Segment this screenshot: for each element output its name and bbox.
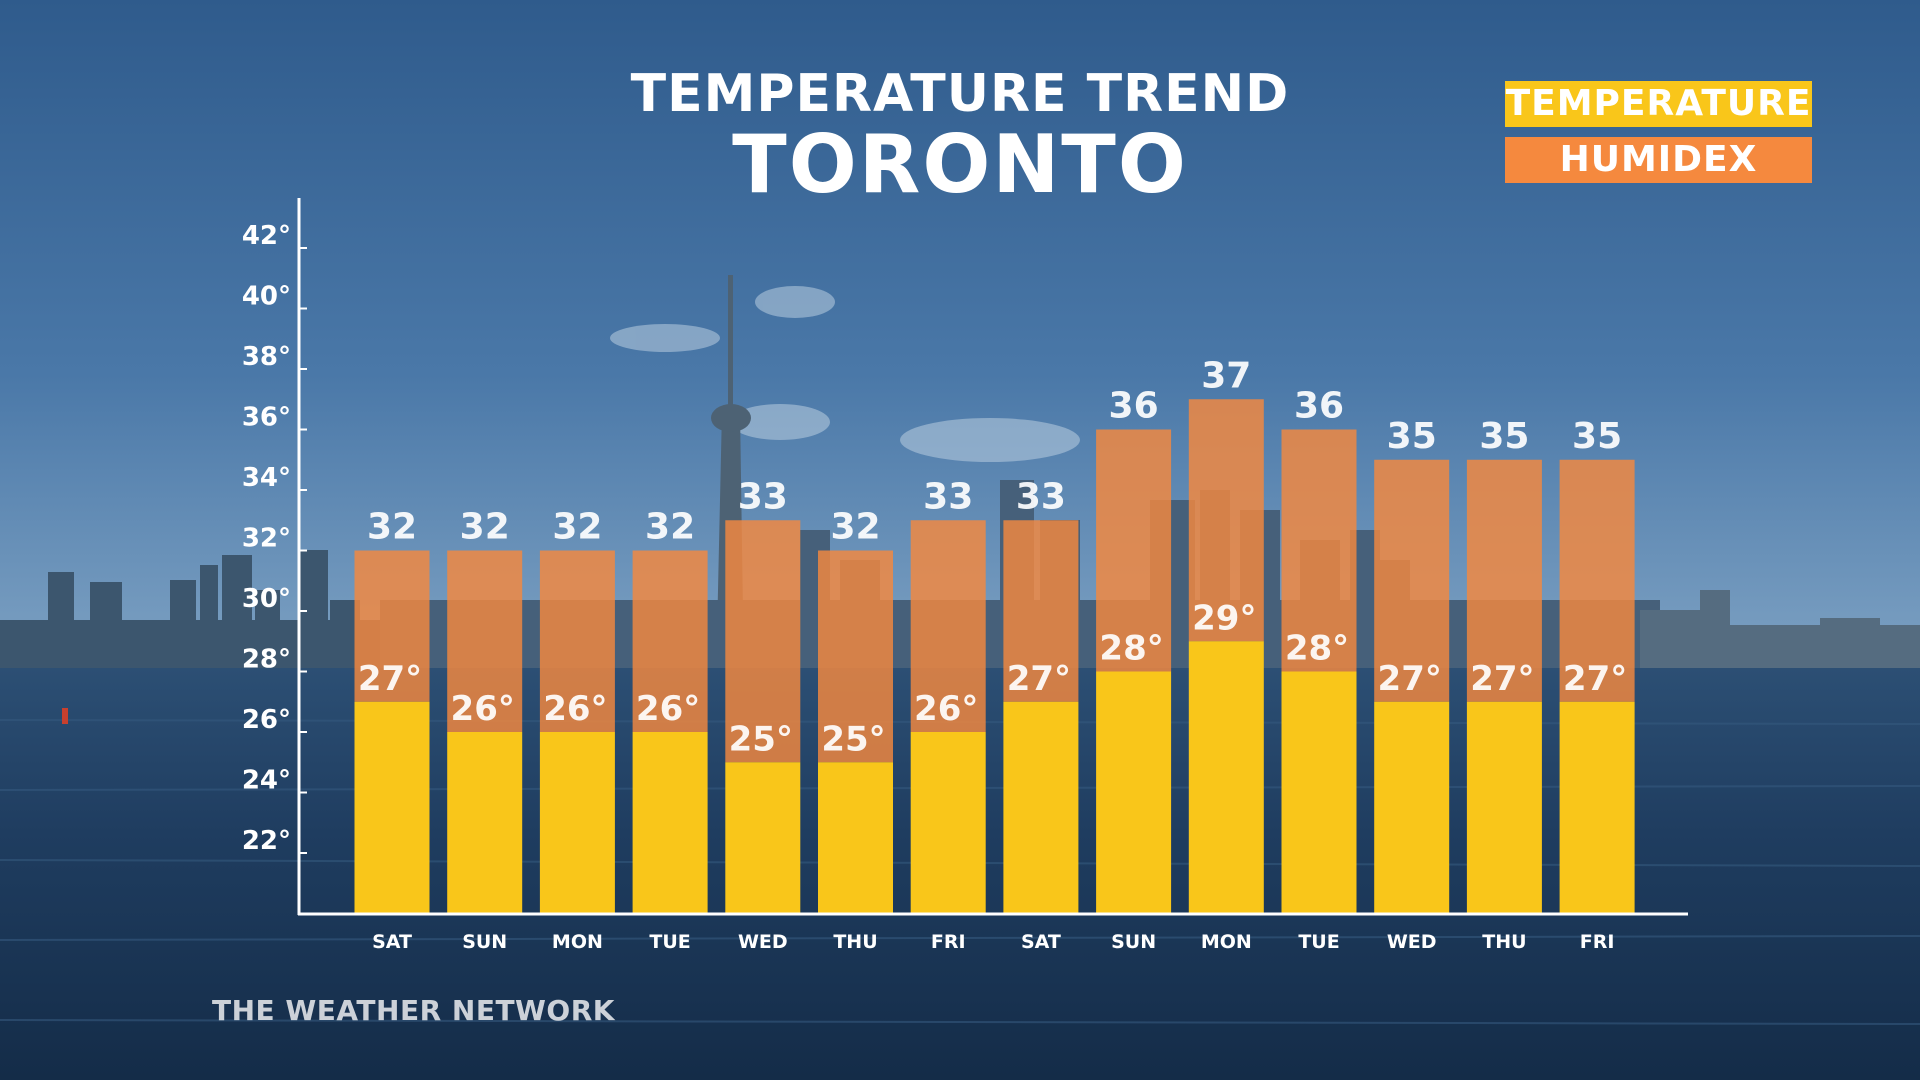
day-label: WED — [738, 931, 788, 953]
buoy — [62, 708, 68, 724]
humidex-value-label: 32 — [460, 507, 510, 548]
temperature-bar — [632, 732, 708, 914]
y-tick-label: 36° — [242, 403, 291, 433]
temperature-value-label: 26° — [451, 689, 515, 729]
y-tick-label: 34° — [242, 463, 291, 493]
chart-axes: 22° 24° 26° 28° 30° 32° 34° 36° 38° 40° 42° — [242, 198, 1688, 916]
humidex-value-label: 32 — [367, 507, 417, 548]
y-tick-label: 42° — [242, 221, 291, 251]
y-tick-label: 22° — [242, 826, 291, 856]
y-tick-label: 30° — [242, 584, 291, 614]
humidex-bar — [1003, 520, 1079, 702]
chart-labels: 32 27° SAT 32 26° SUN 32 26° MON 32 26° TUE 33 25° WED… — [358, 355, 1627, 953]
chart-title: TEMPERATURE TREND — [630, 64, 1290, 124]
temperature-bar — [818, 762, 893, 914]
temperature-value-label: 26° — [543, 689, 607, 729]
temperature-value-label: 25° — [729, 719, 793, 759]
clouds — [610, 286, 1080, 462]
temperature-bar — [354, 701, 430, 914]
humidex-bar — [818, 550, 893, 763]
temperature-value-label: 27° — [1007, 659, 1071, 699]
temperature-series — [354, 641, 1635, 914]
humidex-bar — [1466, 459, 1542, 702]
humidex-value-label: 35 — [1479, 416, 1529, 457]
humidex-bar — [1096, 429, 1172, 672]
day-label: TUE — [1298, 931, 1339, 953]
day-label: SAT — [372, 931, 412, 953]
humidex-bar — [447, 550, 523, 732]
legend-temperature: TEMPERATURE — [1505, 81, 1812, 127]
humidex-bar — [725, 520, 801, 763]
temperature-bar — [1188, 641, 1264, 914]
humidex-value-label: 35 — [1387, 416, 1437, 457]
chart-subtitle: TORONTO — [732, 118, 1188, 211]
humidex-bar — [632, 550, 708, 732]
y-tick-label: 40° — [242, 282, 291, 312]
y-tick-label: 28° — [242, 645, 291, 675]
temperature-value-label: 28° — [1099, 629, 1163, 669]
day-label: WED — [1387, 931, 1437, 953]
humidex-series — [354, 399, 1635, 763]
temperature-value-label: 27° — [358, 659, 422, 699]
temperature-value-label: 25° — [821, 719, 885, 759]
humidex-bar — [1281, 429, 1357, 672]
temperature-value-label: 26° — [636, 689, 700, 729]
temperature-value-label: 27° — [1378, 659, 1442, 699]
day-label: MON — [552, 931, 603, 953]
day-label: SUN — [1111, 931, 1156, 953]
humidex-bar — [1559, 459, 1635, 702]
humidex-value-label: 32 — [552, 507, 602, 548]
humidex-value-label: 35 — [1572, 416, 1622, 457]
humidex-bar — [1188, 399, 1264, 642]
network-logo-text: THE WEATHER NETWORK — [212, 994, 615, 1027]
temperature-bar — [447, 732, 523, 914]
temperature-bar — [539, 732, 615, 914]
day-label: FRI — [931, 931, 966, 953]
temperature-value-label: 29° — [1192, 598, 1256, 638]
temperature-value-label: 26° — [914, 689, 978, 729]
temperature-bar — [1281, 671, 1357, 914]
humidex-bar — [539, 550, 615, 732]
y-tick-label: 32° — [242, 524, 291, 554]
humidex-value-label: 36 — [1109, 386, 1159, 427]
y-tick-label: 26° — [242, 705, 291, 735]
temperature-bar — [1466, 701, 1542, 914]
humidex-value-label: 32 — [830, 507, 880, 548]
day-label: SUN — [462, 931, 507, 953]
day-label: MON — [1201, 931, 1252, 953]
legend-humidex: HUMIDEX — [1505, 137, 1812, 183]
temperature-bar — [1096, 671, 1172, 914]
day-label: FRI — [1580, 931, 1615, 953]
temperature-value-label: 27° — [1470, 659, 1534, 699]
temperature-bar — [1374, 701, 1450, 914]
humidex-bar — [1374, 459, 1450, 702]
day-label: THU — [833, 931, 877, 953]
day-label: TUE — [649, 931, 690, 953]
humidex-value-label: 33 — [923, 476, 973, 517]
temperature-bar — [1003, 701, 1079, 914]
temperature-bar — [1559, 701, 1635, 914]
humidex-value-label: 36 — [1294, 386, 1344, 427]
humidex-value-label: 33 — [1016, 476, 1066, 517]
day-label: SAT — [1021, 931, 1061, 953]
temperature-bar — [725, 762, 801, 914]
humidex-bar — [910, 520, 986, 732]
humidex-value-label: 33 — [738, 476, 788, 517]
day-label: THU — [1482, 931, 1526, 953]
humidex-value-label: 32 — [645, 507, 695, 548]
humidex-value-label: 37 — [1201, 355, 1251, 396]
humidex-bar — [354, 550, 430, 702]
temperature-value-label: 27° — [1563, 659, 1627, 699]
y-tick-label: 38° — [242, 342, 291, 372]
temperature-bar — [910, 732, 986, 914]
temperature-value-label: 28° — [1285, 629, 1349, 669]
y-tick-label: 24° — [242, 766, 291, 796]
